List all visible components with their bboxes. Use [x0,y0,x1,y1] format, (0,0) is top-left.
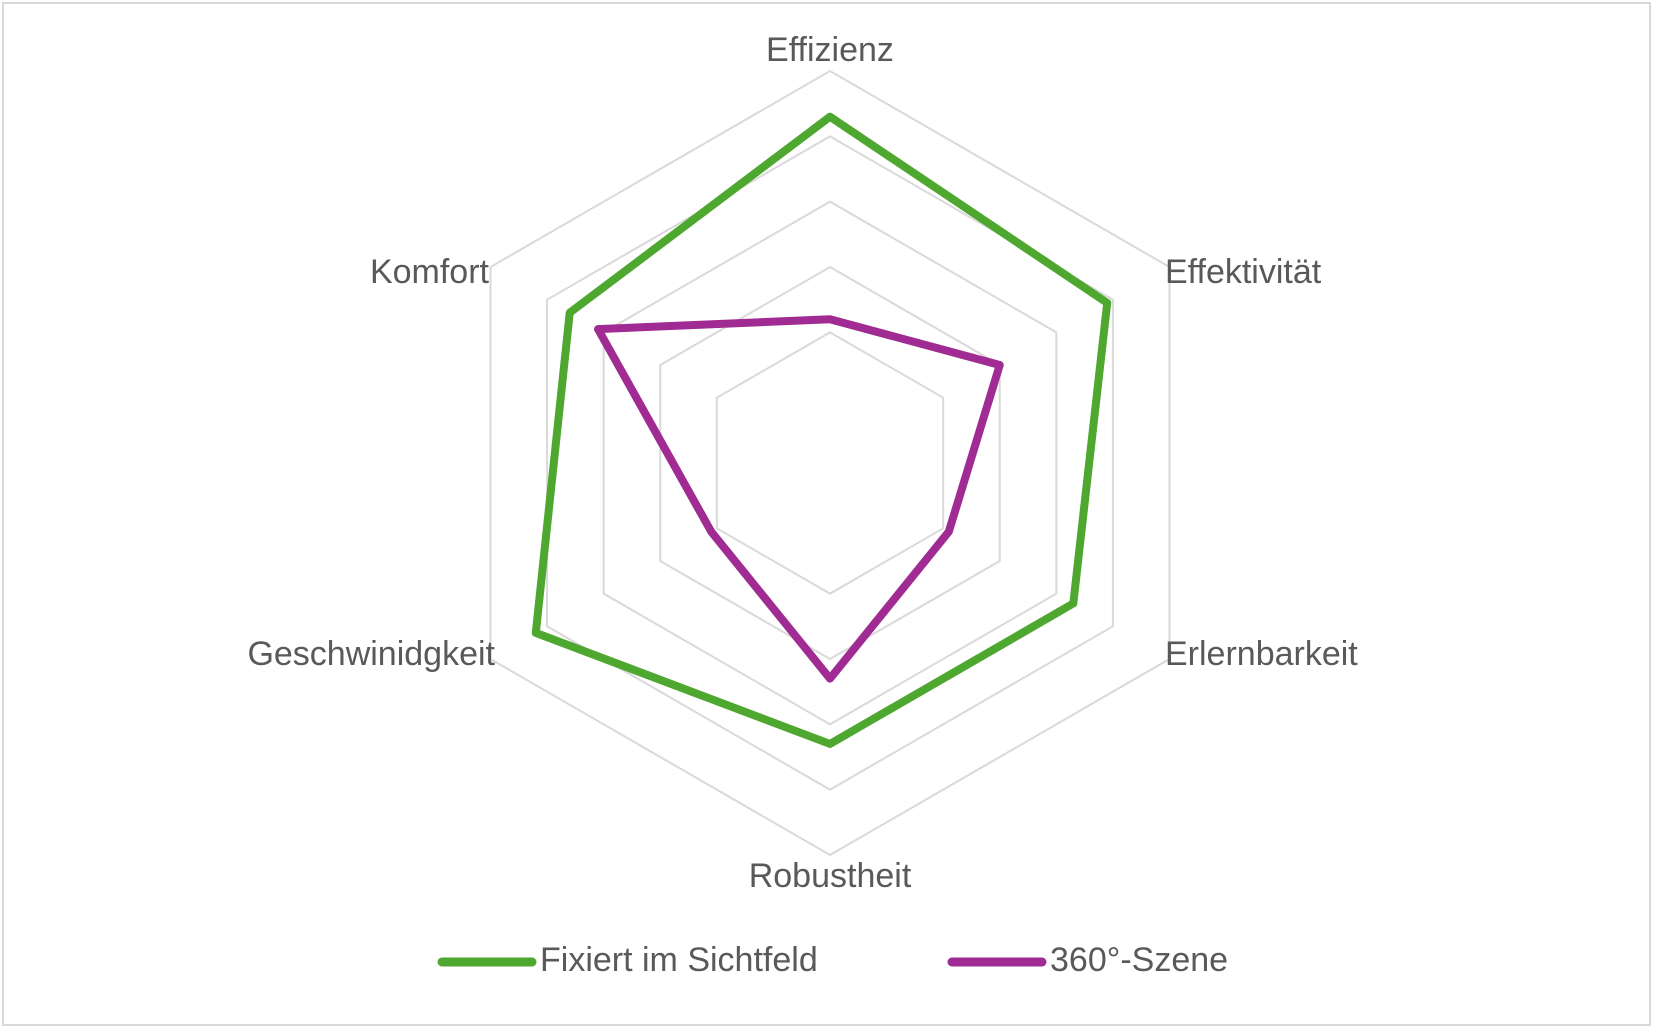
grid-ring [489,69,1171,857]
series-line-0 [531,112,1112,748]
series-line-1 [594,315,1004,683]
radar-chart: Effizienz Effektivität Erlernbarkeit Robust… [247,31,1358,979]
axis-label: Komfort [370,253,490,291]
radar-grid [489,69,1171,857]
grid-ring [715,331,945,595]
radar-series [531,112,1112,748]
axis-label: Robustheit [749,857,912,895]
axis-label: Geschwinidgkeit [247,635,495,673]
axis-labels: Effizienz Effektivität Erlernbarkeit Robust… [247,31,1358,895]
axis-label: Effizienz [766,31,894,69]
axis-label: Effektivität [1165,253,1322,291]
grid-ring [546,135,1114,791]
legend-label: 360°-Szene [1050,941,1228,979]
axis-label: Erlernbarkeit [1165,635,1358,673]
legend-label: Fixiert im Sichtfeld [540,941,818,979]
legend: Fixiert im Sichtfeld 360°-Szene [437,941,1228,979]
